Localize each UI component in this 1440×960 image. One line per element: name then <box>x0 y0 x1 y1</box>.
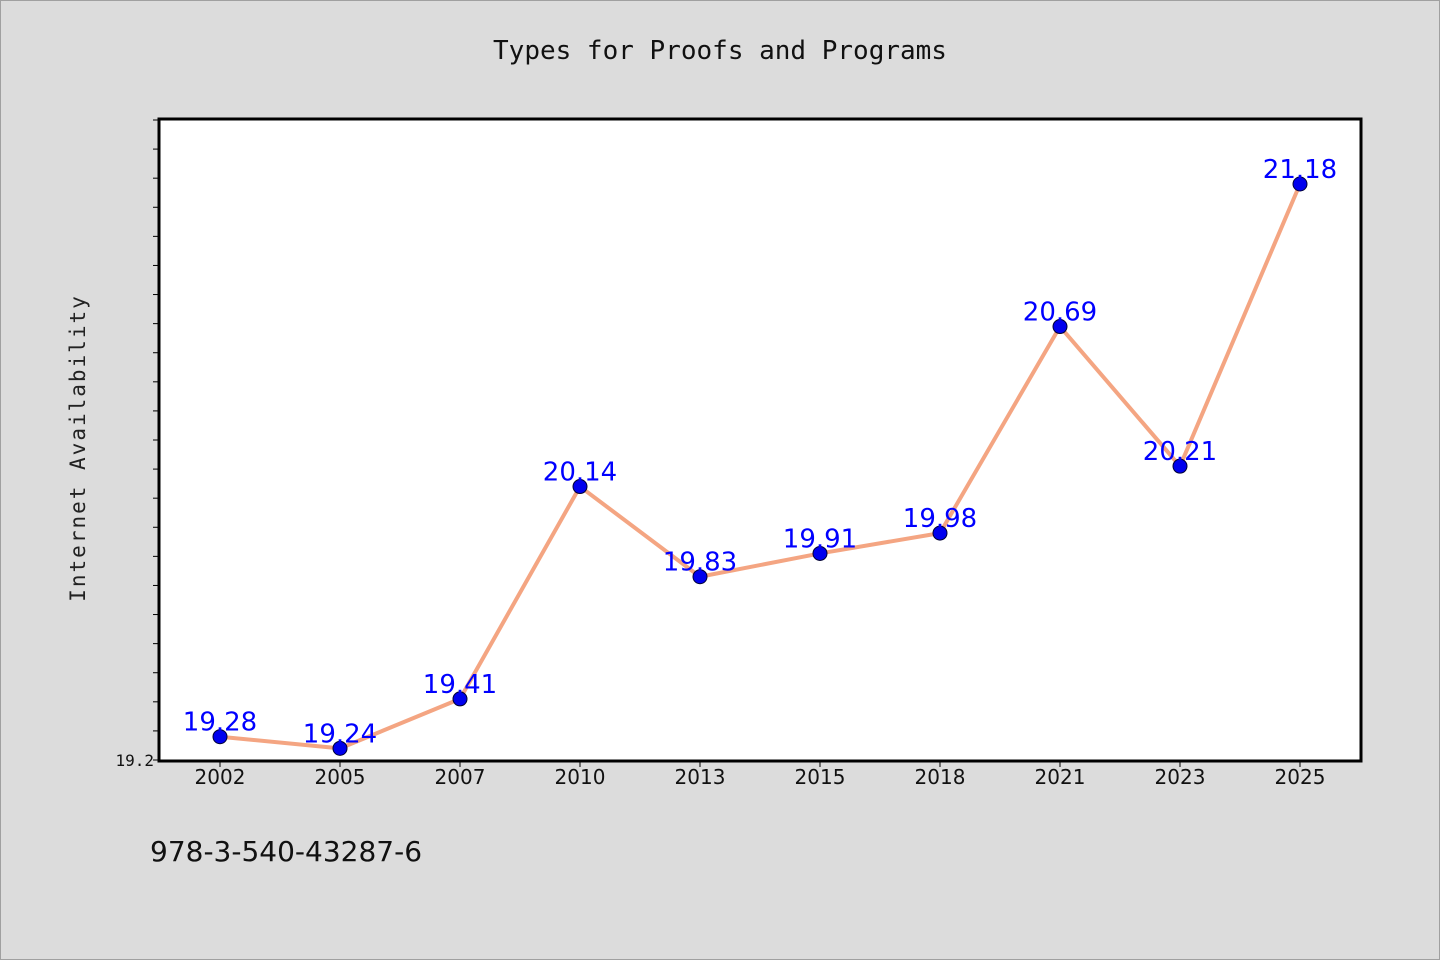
data-point <box>572 479 588 495</box>
x-tick-label: 2005 <box>315 765 366 789</box>
data-label: 20.69 <box>1023 298 1097 328</box>
data-label: 20.21 <box>1143 437 1217 467</box>
x-tick-label: 2002 <box>195 765 246 789</box>
data-label: 19.91 <box>783 524 857 554</box>
data-point <box>932 525 948 541</box>
x-tick-label: 2018 <box>915 765 966 789</box>
data-label: 21.18 <box>1263 155 1337 185</box>
data-label: 19.28 <box>183 708 257 738</box>
data-label: 19.98 <box>903 504 977 534</box>
isbn-text: 978-3-540-43287-6 <box>150 835 423 868</box>
y-tick-label: 19.2 <box>115 751 154 770</box>
x-tick-label: 2021 <box>1035 765 1086 789</box>
series-line-group <box>219 183 1302 751</box>
x-tick-label: 2023 <box>1155 765 1206 789</box>
data-point <box>1052 319 1068 335</box>
data-points <box>212 176 1308 756</box>
data-labels: 19.28 19.24 19.41 20.14 19.83 19.91 19.98 20.69… <box>183 155 1337 749</box>
data-label: 19.24 <box>303 719 377 749</box>
x-tick-label: 2013 <box>675 765 726 789</box>
x-tick-label: 2015 <box>795 765 846 789</box>
x-tick-label: 2025 <box>1275 765 1326 789</box>
series-line <box>219 183 1302 751</box>
data-point <box>1292 176 1308 192</box>
data-label: 19.83 <box>663 548 737 578</box>
x-axis-ticks: 2002 2005 2007 2010 2013 2015 2018 2021 2023 2025 <box>195 761 1326 789</box>
plot-area <box>157 117 1363 763</box>
data-label: 20.14 <box>543 458 617 488</box>
x-tick-label: 2007 <box>435 765 486 789</box>
data-point <box>692 569 708 585</box>
data-label: 19.41 <box>423 670 497 700</box>
chart-title: Types for Proofs and Programs <box>493 36 947 66</box>
data-point <box>452 691 468 707</box>
y-axis-ticks: 19.2 <box>115 119 159 770</box>
data-point <box>332 740 348 756</box>
data-point <box>212 729 228 745</box>
data-point <box>1172 458 1188 474</box>
x-tick-label: 2010 <box>555 765 606 789</box>
data-point <box>812 545 828 561</box>
